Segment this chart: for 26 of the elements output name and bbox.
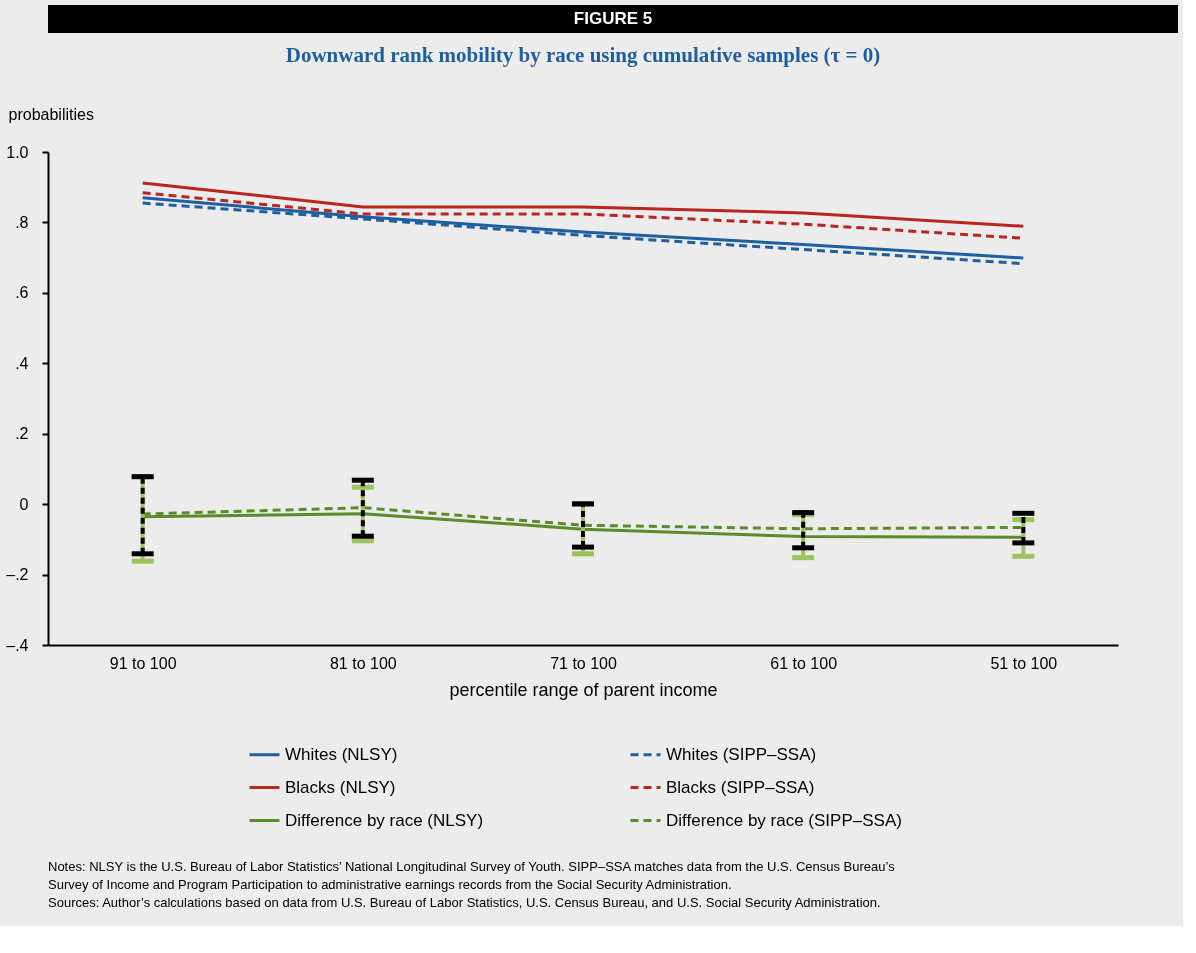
x-tick-label: 81 to 100 bbox=[329, 654, 397, 672]
legend-label: Difference by race (NLSY) bbox=[285, 810, 484, 830]
y-tick-label: .8 bbox=[15, 213, 29, 231]
x-tick-label: 91 to 100 bbox=[109, 654, 177, 672]
x-tick-label: 71 to 100 bbox=[550, 654, 617, 672]
line-series bbox=[141, 181, 1025, 228]
y-axis-title: probabilities bbox=[8, 105, 94, 123]
legend-label: Blacks (SIPP–SSA) bbox=[666, 777, 815, 797]
y-tick-label: .6 bbox=[15, 284, 29, 302]
y-tick-label: 0 bbox=[19, 495, 29, 513]
chart-title: Downward rank mobility by race using cumulative samples (τ = 0) bbox=[285, 43, 881, 67]
x-tick-label: 51 to 100 bbox=[990, 654, 1058, 672]
legend-label: Blacks (NLSY) bbox=[285, 777, 396, 797]
text: Notes: NLSY is the U.S. Bureau of Labor Statistics’ National Longitudinal Survey of Youth. SIPP–SSA matches data from the U.S. Census Bureau’s Survey of Income and Program Participation to administrative earnings records from the Social Security Administration. bbox=[48, 859, 896, 892]
y-tick-label: .4 bbox=[15, 354, 29, 372]
legend-label: Difference by race (SIPP–SSA) bbox=[666, 810, 902, 830]
x-tick-label: 61 to 100 bbox=[770, 654, 838, 672]
y-tick-label: –.2 bbox=[6, 566, 29, 584]
caption: FIGURE 5 bbox=[573, 9, 653, 28]
legend-label: Whites (NLSY) bbox=[285, 744, 398, 764]
source-note: Sources: Author’s calculations based on data from U.S. Bureau of Labor Statistics, U.S. Census Bureau, and U.S. Social Security Administration. bbox=[48, 895, 881, 910]
legend-label: Whites (SIPP–SSA) bbox=[666, 744, 817, 764]
x-axis-title: percentile range of parent income bbox=[449, 679, 718, 700]
y-tick-label: –.4 bbox=[6, 636, 29, 654]
y-tick-label: 1.0 bbox=[6, 143, 29, 161]
y-tick-label: .2 bbox=[15, 425, 29, 443]
